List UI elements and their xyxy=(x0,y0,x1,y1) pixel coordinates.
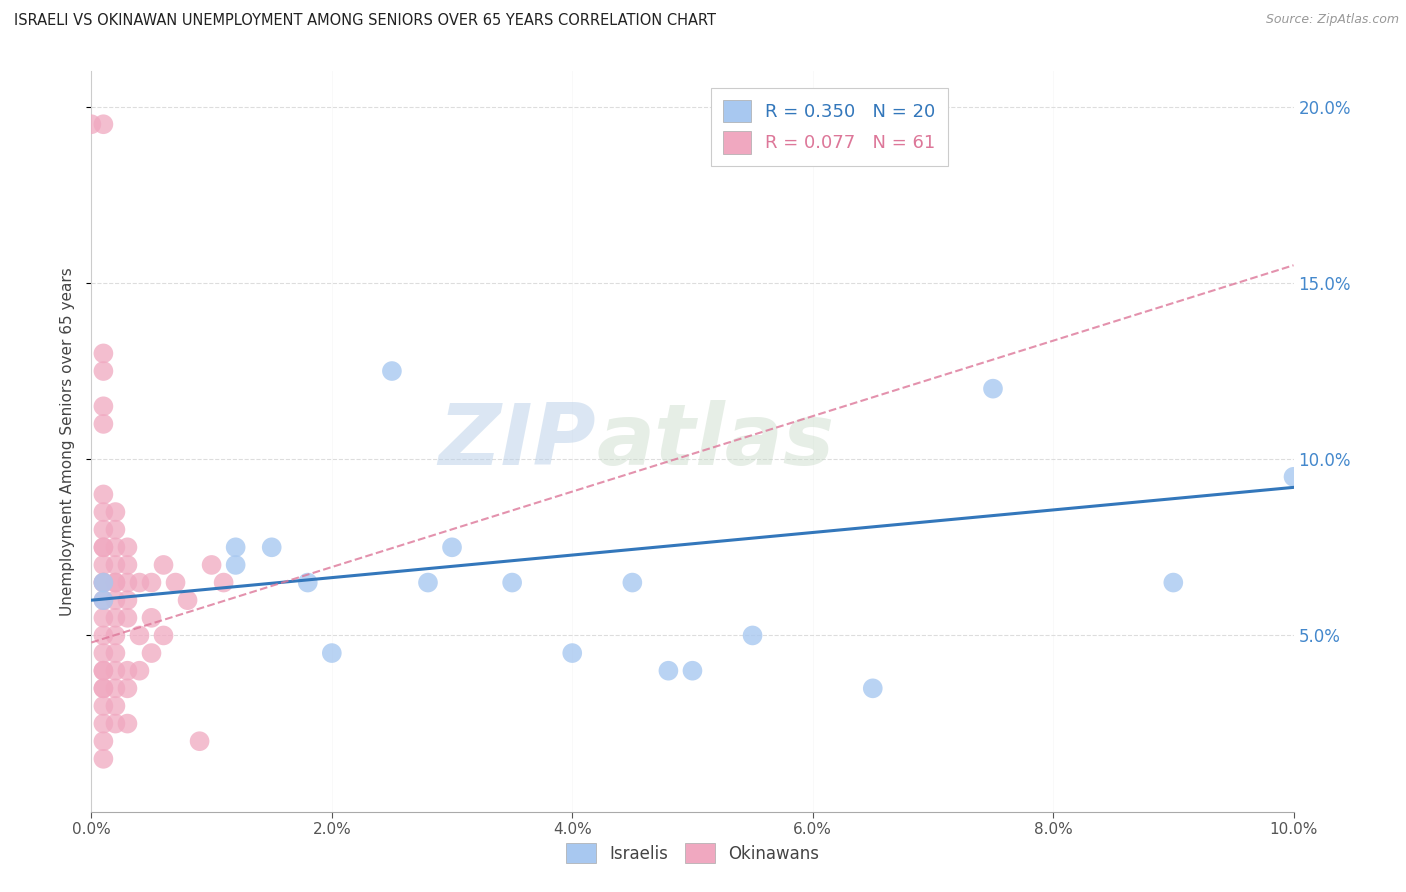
Point xyxy=(141,611,163,625)
Point xyxy=(104,505,127,519)
Point xyxy=(93,752,115,766)
Point xyxy=(117,593,139,607)
Y-axis label: Unemployment Among Seniors over 65 years: Unemployment Among Seniors over 65 years xyxy=(60,268,76,615)
Point xyxy=(93,681,115,696)
Point xyxy=(741,628,763,642)
Point xyxy=(93,646,115,660)
Legend: Israelis, Okinawans: Israelis, Okinawans xyxy=(560,837,825,870)
Point xyxy=(104,646,127,660)
Point xyxy=(93,681,115,696)
Point xyxy=(260,541,283,555)
Point xyxy=(93,541,115,555)
Point xyxy=(117,558,139,572)
Point xyxy=(93,505,115,519)
Point xyxy=(104,698,127,713)
Point xyxy=(104,523,127,537)
Point xyxy=(381,364,404,378)
Point xyxy=(104,593,127,607)
Text: Source: ZipAtlas.com: Source: ZipAtlas.com xyxy=(1265,13,1399,27)
Point xyxy=(117,575,139,590)
Point xyxy=(561,646,583,660)
Point xyxy=(93,628,115,642)
Point xyxy=(93,523,115,537)
Point xyxy=(93,117,115,131)
Point xyxy=(212,575,235,590)
Point xyxy=(93,611,115,625)
Point xyxy=(501,575,523,590)
Point xyxy=(104,628,127,642)
Point xyxy=(117,716,139,731)
Point xyxy=(152,558,174,572)
Point xyxy=(117,664,139,678)
Point xyxy=(93,575,115,590)
Point xyxy=(416,575,439,590)
Text: atlas: atlas xyxy=(596,400,834,483)
Point xyxy=(440,541,463,555)
Point xyxy=(862,681,884,696)
Point xyxy=(80,117,103,131)
Point xyxy=(165,575,187,590)
Point xyxy=(93,698,115,713)
Point xyxy=(93,734,115,748)
Point xyxy=(93,364,115,378)
Point xyxy=(93,593,115,607)
Point xyxy=(104,681,127,696)
Point xyxy=(93,487,115,501)
Point xyxy=(117,541,139,555)
Point xyxy=(104,575,127,590)
Point xyxy=(657,664,679,678)
Point xyxy=(93,575,115,590)
Point xyxy=(93,417,115,431)
Point xyxy=(128,664,150,678)
Point xyxy=(621,575,644,590)
Text: ISRAELI VS OKINAWAN UNEMPLOYMENT AMONG SENIORS OVER 65 YEARS CORRELATION CHART: ISRAELI VS OKINAWAN UNEMPLOYMENT AMONG S… xyxy=(14,13,716,29)
Point xyxy=(141,646,163,660)
Point xyxy=(93,399,115,413)
Point xyxy=(93,346,115,360)
Point xyxy=(104,611,127,625)
Text: ZIP: ZIP xyxy=(439,400,596,483)
Point xyxy=(1282,470,1305,484)
Point xyxy=(93,593,115,607)
Point xyxy=(188,734,211,748)
Point xyxy=(104,575,127,590)
Point xyxy=(93,664,115,678)
Point xyxy=(93,541,115,555)
Point xyxy=(981,382,1004,396)
Point xyxy=(104,541,127,555)
Point xyxy=(93,716,115,731)
Point xyxy=(152,628,174,642)
Point xyxy=(128,628,150,642)
Point xyxy=(117,681,139,696)
Point xyxy=(104,716,127,731)
Point xyxy=(681,664,703,678)
Point xyxy=(93,664,115,678)
Point xyxy=(128,575,150,590)
Point xyxy=(1161,575,1184,590)
Point xyxy=(93,575,115,590)
Point xyxy=(93,558,115,572)
Point xyxy=(104,558,127,572)
Point xyxy=(201,558,224,572)
Point xyxy=(225,558,247,572)
Point xyxy=(225,541,247,555)
Point xyxy=(104,664,127,678)
Point xyxy=(176,593,198,607)
Point xyxy=(117,611,139,625)
Point xyxy=(297,575,319,590)
Point xyxy=(141,575,163,590)
Point xyxy=(321,646,343,660)
